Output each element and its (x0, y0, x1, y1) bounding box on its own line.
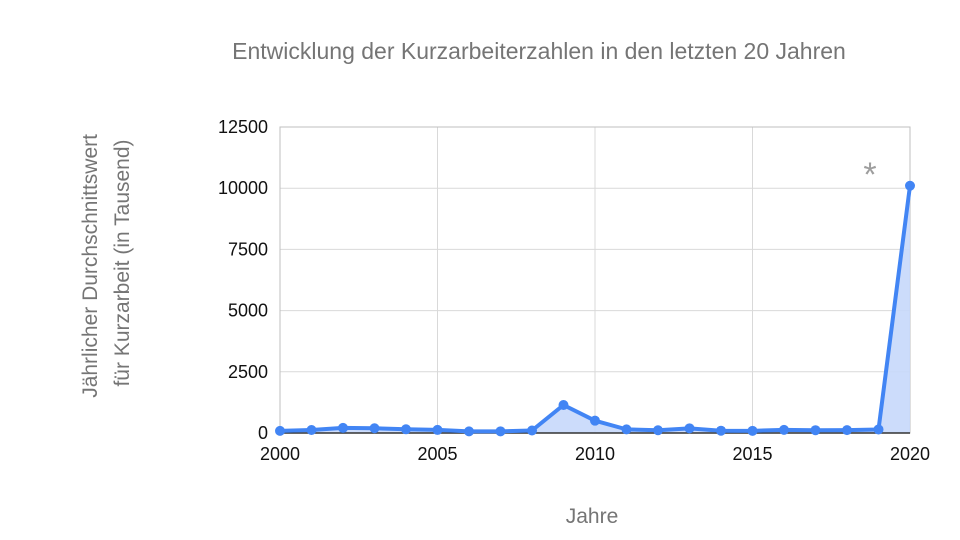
data-point (621, 424, 632, 435)
data-point (873, 424, 884, 435)
annotation-asterisk: * (863, 156, 876, 194)
y-axis-title-line-1: Jährlicher Durchschnittswert (79, 134, 102, 398)
y-axis-title-line-2: für Kurzarbeit (in Tausend) (111, 139, 134, 386)
x-tick-label: 2020 (890, 444, 930, 464)
y-tick-label: 0 (258, 423, 268, 443)
data-point (747, 425, 758, 436)
data-point (527, 425, 537, 436)
data-point (495, 426, 506, 437)
data-point (369, 423, 380, 434)
y-tick-label: 7500 (228, 239, 268, 259)
x-tick-label: 2015 (732, 444, 772, 464)
data-point (275, 425, 285, 436)
y-tick-label: 10000 (218, 178, 268, 198)
data-point (810, 425, 821, 436)
x-tick-label: 2005 (417, 444, 457, 464)
x-tick-label: 2000 (260, 444, 300, 464)
chart-title: Entwicklung der Kurzarbeiterzahlen in de… (232, 38, 846, 64)
data-point (779, 424, 789, 435)
data-point (306, 424, 317, 435)
y-axis-title: Jährlicher Durchschnittswert für Kurzarb… (79, 128, 134, 398)
data-point (684, 423, 695, 434)
y-tick-label: 12500 (218, 117, 268, 137)
data-point (716, 425, 726, 436)
x-axis-title: Jahre (566, 505, 619, 528)
data-points (275, 180, 915, 437)
x-tick-label: 2010 (575, 444, 615, 464)
y-tick-label: 5000 (228, 301, 268, 321)
y-tick-label: 2500 (228, 362, 268, 382)
data-point (590, 415, 600, 426)
data-point (842, 425, 852, 436)
data-point (432, 424, 443, 435)
data-point (653, 425, 663, 436)
data-point (338, 422, 348, 433)
data-point (905, 180, 915, 191)
data-point (558, 399, 569, 410)
data-point (401, 424, 411, 435)
data-point (464, 426, 474, 437)
axis-ticks: 0 2500 5000 7500 10000 12500 2000 2005 2010 2015 2… (218, 117, 930, 464)
grid (280, 126, 910, 433)
